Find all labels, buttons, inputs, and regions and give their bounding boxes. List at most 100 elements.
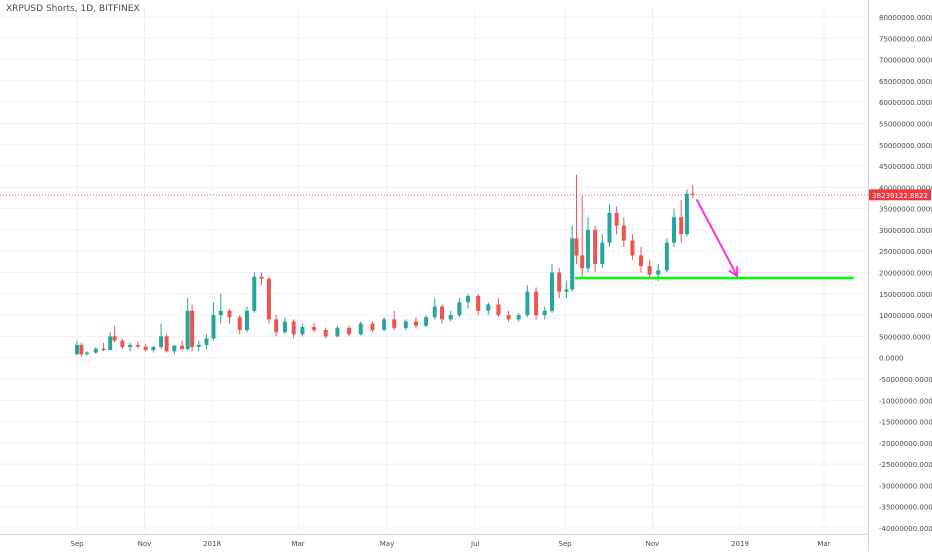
candle-body (600, 242, 605, 264)
y-tick-label: 50000000.0000 (879, 142, 932, 150)
candle-body (237, 317, 242, 330)
y-tick-label: 25000000.0000 (879, 248, 932, 256)
candle-body (135, 344, 140, 347)
candle-body (476, 295, 481, 311)
axis-labels: 80000000.0000 75000000.0000 70000000.0000 6… (70, 14, 932, 548)
candle-body (684, 193, 689, 235)
y-tick-label: 20000000.0000 (879, 270, 932, 278)
x-tick-label: 2019 (731, 540, 749, 548)
candle-body (151, 347, 156, 351)
y-tick-label: 75000000.0000 (879, 35, 932, 43)
candle-body (291, 321, 296, 335)
y-tick-label: 5000000.0000 (879, 333, 930, 341)
chart-title: XRPUSD Shorts, 1D, BITFINEX (6, 4, 140, 14)
candle-body (656, 270, 661, 275)
candle-body (672, 217, 677, 243)
candle-body (664, 242, 669, 271)
candle-body (585, 229, 590, 269)
last-price-label: 38239122.8822 (872, 192, 928, 200)
candle-body (312, 327, 317, 330)
candle-body (79, 344, 84, 355)
x-tick-label: Nov (646, 540, 660, 548)
candle-body (274, 319, 279, 333)
candle-body (143, 346, 148, 351)
candle-body (448, 315, 453, 320)
candle-body (172, 345, 177, 352)
candle-body (323, 329, 328, 337)
candle-body (252, 276, 257, 311)
x-tick-label: Mar (291, 540, 304, 548)
candle-body (457, 302, 462, 316)
candle-body (486, 304, 491, 311)
y-tick-label: -15000000.0000 (879, 419, 932, 427)
candle-body (227, 310, 232, 318)
x-tick-label: Mar (817, 540, 830, 548)
candle-body (549, 272, 554, 311)
candle-body (84, 352, 89, 355)
candle-body (542, 310, 547, 316)
candle-body (93, 348, 98, 353)
candle-body (647, 266, 652, 275)
y-tick-label: -30000000.0000 (879, 482, 932, 490)
candles (75, 174, 695, 357)
y-tick-label: 55000000.0000 (879, 120, 932, 128)
candle-body (403, 321, 408, 328)
candle-body (259, 276, 264, 279)
candle-body (128, 344, 133, 348)
candle-body (564, 289, 569, 292)
candle-body (196, 344, 201, 348)
candle-body (164, 336, 169, 352)
y-tick-label: -40000000.0000 (879, 525, 932, 533)
candle-body (266, 278, 271, 320)
candle-body (607, 212, 612, 243)
y-tick-label: 30000000.0000 (879, 227, 932, 235)
annotations (0, 194, 868, 280)
axes (0, 0, 869, 550)
y-tick-label: 40000000.0000 (879, 184, 932, 192)
candle-body (439, 306, 444, 320)
candle-body (211, 315, 216, 339)
candle-body (690, 193, 695, 195)
candle-body (496, 304, 501, 316)
y-tick-label: 15000000.0000 (879, 291, 932, 299)
candle-body (75, 344, 79, 355)
y-tick-label: -35000000.0000 (879, 504, 932, 512)
x-tick-label: May (380, 540, 394, 548)
candle-body (300, 327, 305, 335)
candle-body (424, 317, 429, 326)
candle-body (190, 310, 195, 348)
y-tick-label: 80000000.0000 (879, 14, 932, 22)
y-tick-label: -10000000.0000 (879, 397, 932, 405)
x-tick-label: 2018 (203, 540, 221, 548)
x-tick-label: Jul (470, 540, 480, 548)
x-tick-label: Nov (138, 540, 152, 548)
candle-body (525, 291, 530, 316)
grid-lines (0, 8, 868, 534)
y-tick-label: 65000000.0000 (879, 78, 932, 86)
y-tick-label: -5000000.0000 (879, 376, 932, 384)
y-tick-label: -25000000.0000 (879, 461, 932, 469)
down-arrow (695, 199, 739, 277)
candle-body (370, 323, 375, 330)
candle-body (621, 225, 626, 241)
candle-body (392, 319, 397, 328)
candle-body (534, 291, 539, 316)
candle-body (432, 306, 437, 318)
candle-body (108, 336, 113, 351)
y-tick-label: -20000000.0000 (879, 440, 932, 448)
x-tick-label: Sep (70, 540, 84, 548)
candle-body (347, 327, 352, 335)
candle-body (516, 315, 521, 320)
candle-body (335, 327, 340, 337)
candle-body (218, 310, 223, 316)
candle-body (120, 340, 125, 348)
y-tick-label: 35000000.0000 (879, 206, 932, 214)
arrow-head (728, 265, 739, 277)
y-tick-label: 10000000.0000 (879, 312, 932, 320)
candle-body (679, 217, 684, 235)
candle-body (180, 345, 185, 350)
candle-body (185, 310, 190, 350)
